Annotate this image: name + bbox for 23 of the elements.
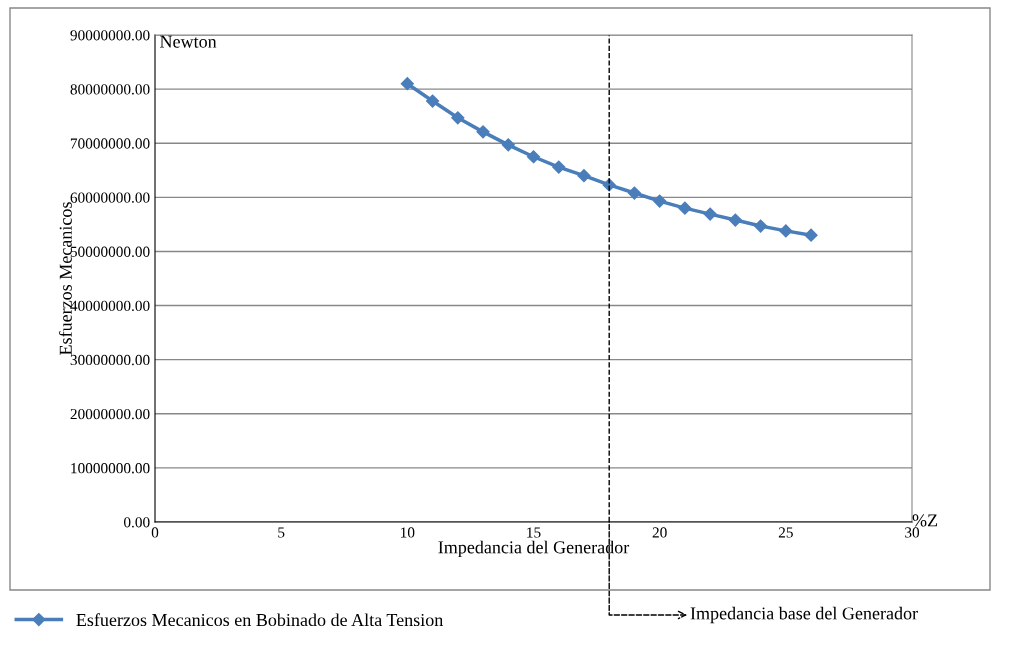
x-tick-label: 0 <box>151 527 159 538</box>
x-tick-label: 5 <box>278 527 285 538</box>
y-tick-label: 50000000.00 <box>70 246 150 257</box>
x-tick-label: 30 <box>905 527 920 538</box>
y-tick-label: 20000000.00 <box>70 408 150 420</box>
y-axis-title: Esfuerzos Mecanicos <box>58 202 72 355</box>
y-tick-label: 80000000.00 <box>70 84 150 95</box>
y-tick-label: 30000000.00 <box>70 354 150 366</box>
legend-label: Esfuerzos Mecanicos en Bobinado de Alta Tension <box>76 613 444 627</box>
x-tick-label: 25 <box>778 527 793 538</box>
y-tick-label: 90000000.00 <box>70 30 150 41</box>
x-tick-label: 15 <box>527 527 541 538</box>
x-tick-label: 20 <box>652 527 667 538</box>
text: %Z <box>912 514 938 527</box>
x-tick-label: 10 <box>401 527 415 538</box>
y-tick-label: 10000000.00 <box>71 463 150 474</box>
annotation: Newton <box>160 35 217 48</box>
y-tick-label: 0.00 <box>123 517 150 528</box>
legend-label: Impedancia base del Generador <box>690 606 918 624</box>
y-tick-label: 70000000.00 <box>70 138 150 149</box>
x-axis-title: Impedancia del Generador <box>438 540 630 558</box>
y-tick-label: 60000000.00 <box>70 192 150 203</box>
y-tick-label: 40000000.00 <box>70 300 150 312</box>
